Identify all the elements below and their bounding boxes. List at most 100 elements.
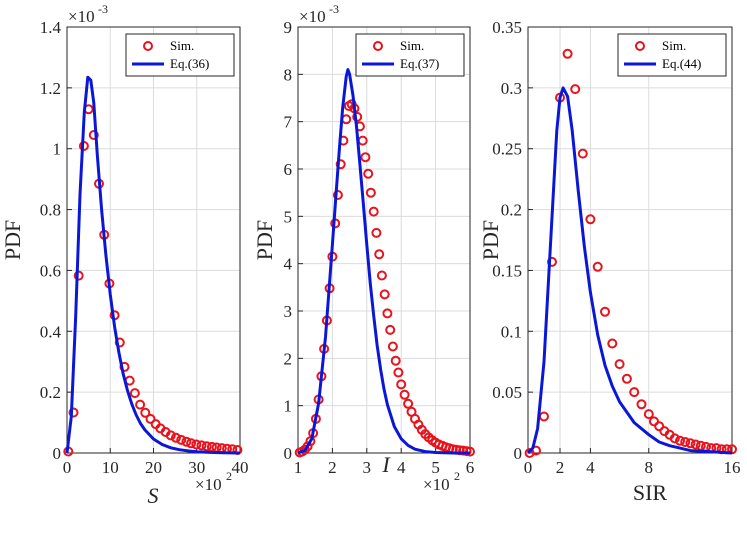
sim-marker — [186, 438, 197, 449]
sim-marker — [675, 435, 685, 446]
x-multiplier-i: ×10 2 — [423, 469, 460, 494]
svg-text:×10: ×10 — [68, 7, 95, 26]
y-tick-label: 7 — [284, 113, 293, 132]
sim-marker — [669, 433, 680, 444]
chart-panel-s: 0 10 20 30 40 0 0.2 0.4 0.6 0.8 1 1.2 1.4 Sim. Eq.(36)… — [0, 2, 249, 508]
y-tick-label: 1.4 — [40, 18, 62, 37]
sim-marker — [396, 379, 407, 390]
legend-label: Sim. — [662, 38, 686, 53]
y-multiplier-s: ×10 -3 — [68, 2, 108, 26]
sim-marker — [690, 439, 701, 450]
x-tick-label: 2 — [556, 458, 565, 477]
sim-marker — [654, 421, 665, 432]
legend-label: Sim. — [400, 38, 424, 53]
sim-marker — [145, 413, 156, 424]
y-tick-label: 0.2 — [40, 383, 61, 402]
sim-marker — [636, 399, 647, 410]
sim-marker — [399, 389, 410, 400]
series-line — [526, 86, 733, 455]
series-line — [297, 68, 470, 455]
y-tick-label: 0.3 — [501, 79, 522, 98]
y-tick-label: 0.4 — [40, 322, 62, 341]
sim-marker — [585, 214, 596, 225]
legend-box — [125, 33, 235, 77]
y-tick-label: 0.25 — [492, 140, 522, 159]
sim-marker — [68, 407, 79, 418]
series-line — [65, 75, 241, 455]
legend-label: Eq.(36) — [170, 56, 209, 71]
sim-marker — [206, 441, 217, 452]
x-tick-label: 6 — [466, 458, 475, 477]
y-tick-label: 0.2 — [501, 201, 522, 220]
x-tick-label: 5 — [431, 458, 440, 477]
sim-marker — [135, 399, 146, 410]
svg-text:2: 2 — [226, 469, 232, 483]
svg-text:×10: ×10 — [299, 7, 326, 26]
sim-marker — [621, 373, 632, 384]
sim-marker — [302, 441, 313, 452]
x-tick-label: 16 — [724, 458, 741, 477]
sim-marker — [140, 407, 151, 418]
sim-marker — [196, 440, 207, 451]
sim-marker — [165, 430, 176, 441]
x-tick-label: 4 — [397, 458, 406, 477]
plot-area-s: 0 10 20 30 40 0 0.2 0.4 0.6 0.8 1 1.2 1.4 Sim. Eq.(36) — [40, 18, 249, 477]
sim-marker — [374, 249, 385, 260]
sim-marker — [393, 367, 404, 378]
sim-marker — [547, 256, 557, 267]
sim-marker — [570, 84, 581, 95]
legend-label: Eq.(44) — [662, 56, 701, 71]
legend-marker-swatch — [373, 41, 383, 51]
y-tick-label: 1.2 — [40, 79, 61, 98]
sim-marker — [181, 436, 192, 447]
y-tick-label: 0.1 — [501, 322, 522, 341]
y-tick-label: 0 — [284, 444, 293, 463]
svg-text:-3: -3 — [98, 2, 108, 16]
y-axis-label-i: PDF — [252, 220, 277, 260]
axes-frame — [527, 26, 733, 454]
legend: Sim. Eq.(37) — [355, 33, 465, 77]
y-tick-label: 0 — [514, 444, 523, 463]
legend-box — [355, 33, 465, 77]
sim-marker — [390, 355, 401, 366]
sim-marker — [365, 187, 376, 198]
y-tick-label: 0.6 — [40, 261, 61, 280]
y-tick-label: 3 — [284, 302, 293, 321]
sim-marker — [129, 388, 140, 399]
x-tick-label: 10 — [102, 458, 119, 477]
y-tick-label: 1 — [53, 140, 62, 159]
x-tick-label: 30 — [188, 458, 205, 477]
sim-marker — [727, 444, 737, 455]
sim-marker — [577, 148, 588, 159]
sim-marker — [332, 190, 343, 200]
x-axis-label-sir: SIR — [633, 480, 668, 505]
y-axis-label-sir: PDF — [478, 220, 503, 260]
svg-text:×10: ×10 — [423, 475, 450, 494]
y-tick-label: 1 — [284, 397, 293, 416]
sim-marker — [607, 338, 618, 349]
svg-text:×10: ×10 — [195, 475, 222, 494]
sim-marker — [629, 387, 640, 398]
x-axis-label-s: S — [148, 483, 159, 508]
sim-marker — [379, 289, 390, 300]
y-tick-label: 9 — [284, 18, 293, 37]
y-multiplier-i: ×10 -3 — [299, 2, 339, 26]
sim-marker — [562, 48, 573, 59]
sim-marker — [371, 227, 382, 238]
x-tick-label: 0 — [524, 458, 533, 477]
legend: Sim. Eq.(44) — [617, 33, 727, 77]
y-tick-label: 8 — [284, 65, 293, 84]
x-axis-label-i: I — [381, 452, 391, 477]
axes-frame — [66, 26, 241, 454]
x-tick-label: 3 — [363, 458, 372, 477]
sim-marker — [360, 152, 371, 163]
sim-marker — [680, 437, 691, 447]
sim-marker — [643, 409, 654, 420]
y-tick-label: 0 — [53, 444, 62, 463]
y-tick-label: 0.35 — [492, 18, 522, 37]
sim-marker — [201, 441, 212, 452]
